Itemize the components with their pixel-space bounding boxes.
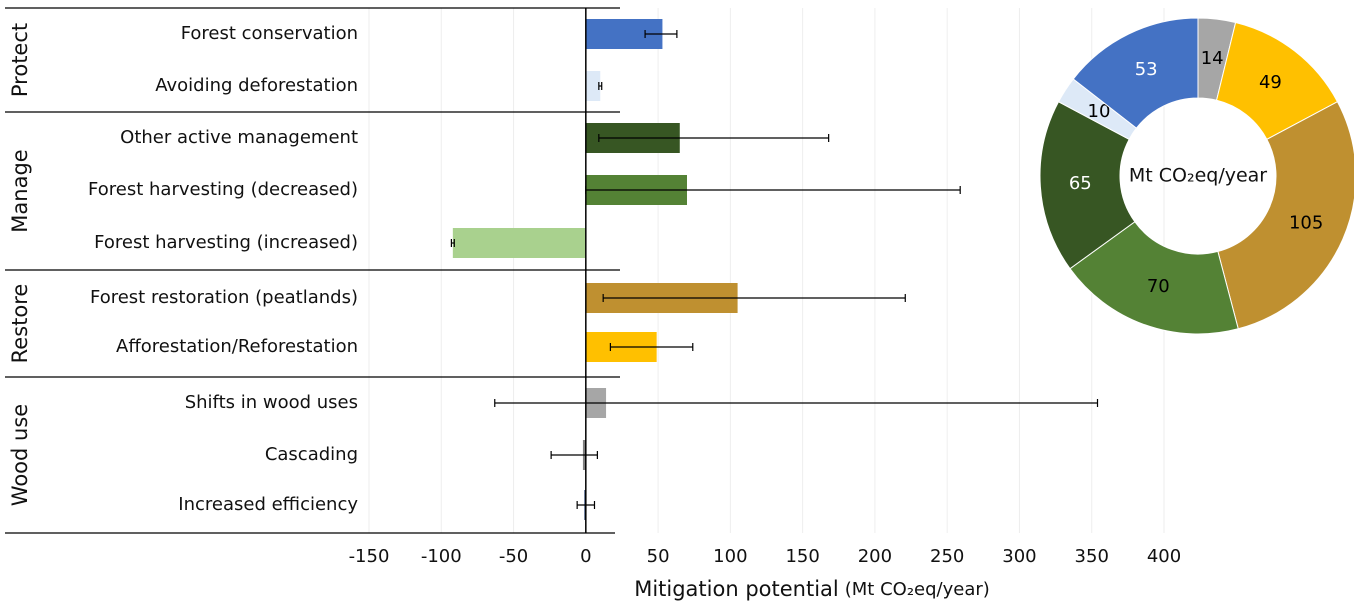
- category-label: Forest restoration (peatlands): [90, 287, 358, 308]
- error-bar: [644, 30, 678, 38]
- x-tick-label: -100: [421, 546, 462, 567]
- error-bar: [450, 239, 455, 247]
- group-label: Manage: [8, 149, 32, 232]
- x-tick-label: -50: [499, 546, 528, 567]
- error-bar: [609, 343, 694, 351]
- error-bar: [598, 134, 830, 142]
- donut-slice: [1217, 101, 1354, 330]
- category-label: Shifts in wood uses: [185, 392, 358, 413]
- slice-label: 10: [1088, 101, 1111, 122]
- x-tick-label: 350: [1075, 546, 1109, 567]
- slice-label: 105: [1289, 212, 1323, 233]
- donut-slice: [1039, 101, 1136, 270]
- bar: [452, 228, 586, 258]
- x-axis-title: Mitigation potential: [634, 577, 839, 601]
- error-bar: [598, 82, 603, 90]
- x-tick-label: 400: [1147, 546, 1181, 567]
- slice-label: 53: [1135, 59, 1158, 80]
- x-tick-label: 200: [858, 546, 892, 567]
- error-bar: [494, 399, 1099, 407]
- category-label: Avoiding deforestation: [155, 75, 358, 96]
- donut-slice: [1072, 17, 1199, 129]
- x-tick-label: 0: [580, 546, 591, 567]
- group-label: Protect: [8, 23, 32, 97]
- error-bar: [550, 451, 598, 459]
- category-label: Cascading: [265, 444, 358, 465]
- x-tick-label: -150: [349, 546, 390, 567]
- category-label: Other active management: [120, 127, 358, 148]
- group-label: Wood use: [8, 404, 32, 506]
- bar: [585, 71, 601, 101]
- error-bar: [602, 294, 906, 302]
- x-tick-label: 150: [785, 546, 819, 567]
- x-tick-label: 100: [713, 546, 747, 567]
- donut-slice: [1069, 221, 1239, 335]
- slice-label: 49: [1259, 72, 1282, 93]
- slice-label: 70: [1147, 276, 1170, 297]
- category-label: Forest conservation: [181, 23, 358, 44]
- category-label: Forest harvesting (decreased): [88, 179, 358, 200]
- group-label: Restore: [8, 284, 32, 364]
- x-tick-label: 50: [647, 546, 670, 567]
- slice-label: 14: [1201, 48, 1224, 69]
- donut-center-label: Mt CO₂eq/year: [1129, 165, 1267, 187]
- category-label: Forest harvesting (increased): [94, 232, 358, 253]
- x-tick-label: 300: [1002, 546, 1036, 567]
- x-axis-unit: (Mt CO₂eq/year): [845, 579, 990, 600]
- x-axis-label: Mitigation potential (Mt CO₂eq/year): [634, 577, 990, 601]
- category-label: Increased efficiency: [178, 494, 358, 515]
- x-tick-label: 250: [930, 546, 964, 567]
- category-label: Afforestation/Reforestation: [116, 336, 358, 357]
- slice-label: 65: [1069, 173, 1092, 194]
